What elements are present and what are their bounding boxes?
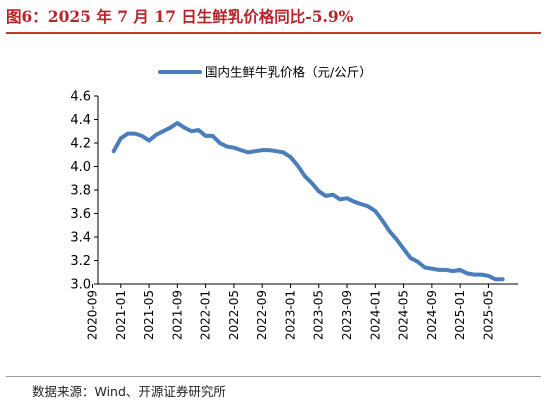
x-tick-label: 2024-05: [397, 290, 411, 340]
legend-label: 国内生鲜牛乳价格（元/公斤）: [205, 65, 372, 80]
figure-title: 图6：2025 年 7 月 17 日生鲜乳价格同比-5.9%: [6, 7, 354, 26]
x-tick-label: 2025-05: [481, 290, 495, 340]
series-line-0: [111, 121, 505, 282]
x-tick-label: 2025-01: [453, 290, 467, 340]
y-axis-ticks: 4.6 4.4 4.2 4.0 3.8 3.6 3.4 3.2 3.0: [70, 90, 98, 293]
y-tick-label: 3.8: [70, 184, 91, 199]
axes: [97, 96, 518, 285]
x-tick-label: 2020-09: [86, 290, 100, 340]
x-tick-label: 2024-09: [425, 290, 439, 340]
chart-container: 国内生鲜牛乳价格（元/公斤） 4.6 4.4 4.2 4.0 3.8 3.6 3.4 3.2 3…: [0, 36, 546, 376]
y-tick-label: 4.4: [70, 113, 91, 128]
x-tick-label: 2023-05: [312, 290, 326, 340]
x-tick-label: 2021-01: [114, 290, 128, 340]
source-note: 数据来源：Wind、开源证券研究所: [32, 384, 226, 399]
y-tick-label: 3.4: [70, 231, 91, 246]
x-axis-ticks: 2020-09 2021-01 2021-05 2021-09 2022-01 2022-…: [86, 284, 495, 340]
series-layer: [111, 121, 505, 282]
y-tick-label: 3.6: [70, 207, 91, 222]
x-tick-label: 2023-09: [340, 290, 354, 340]
x-tick-label: 2021-05: [142, 290, 156, 340]
x-tick-label: 2022-01: [199, 290, 213, 340]
x-tick-label: 2023-01: [283, 290, 297, 340]
x-tick-label: 2024-01: [368, 290, 382, 340]
y-tick-label: 4.2: [70, 137, 91, 152]
y-tick-label: 3.0: [70, 278, 91, 293]
x-tick-label: 2022-09: [255, 290, 269, 340]
y-tick-label: 3.2: [70, 254, 91, 269]
line-chart: 国内生鲜牛乳价格（元/公斤） 4.6 4.4 4.2 4.0 3.8 3.6 3.4 3.2 3…: [70, 65, 518, 340]
source-divider: [6, 376, 541, 377]
legend: 国内生鲜牛乳价格（元/公斤）: [158, 65, 372, 80]
y-tick-label: 4.0: [70, 160, 91, 175]
x-tick-label: 2022-05: [227, 290, 241, 340]
y-tick-label: 4.6: [70, 90, 91, 105]
x-tick-label: 2021-09: [170, 290, 184, 340]
title-divider: [6, 32, 541, 34]
